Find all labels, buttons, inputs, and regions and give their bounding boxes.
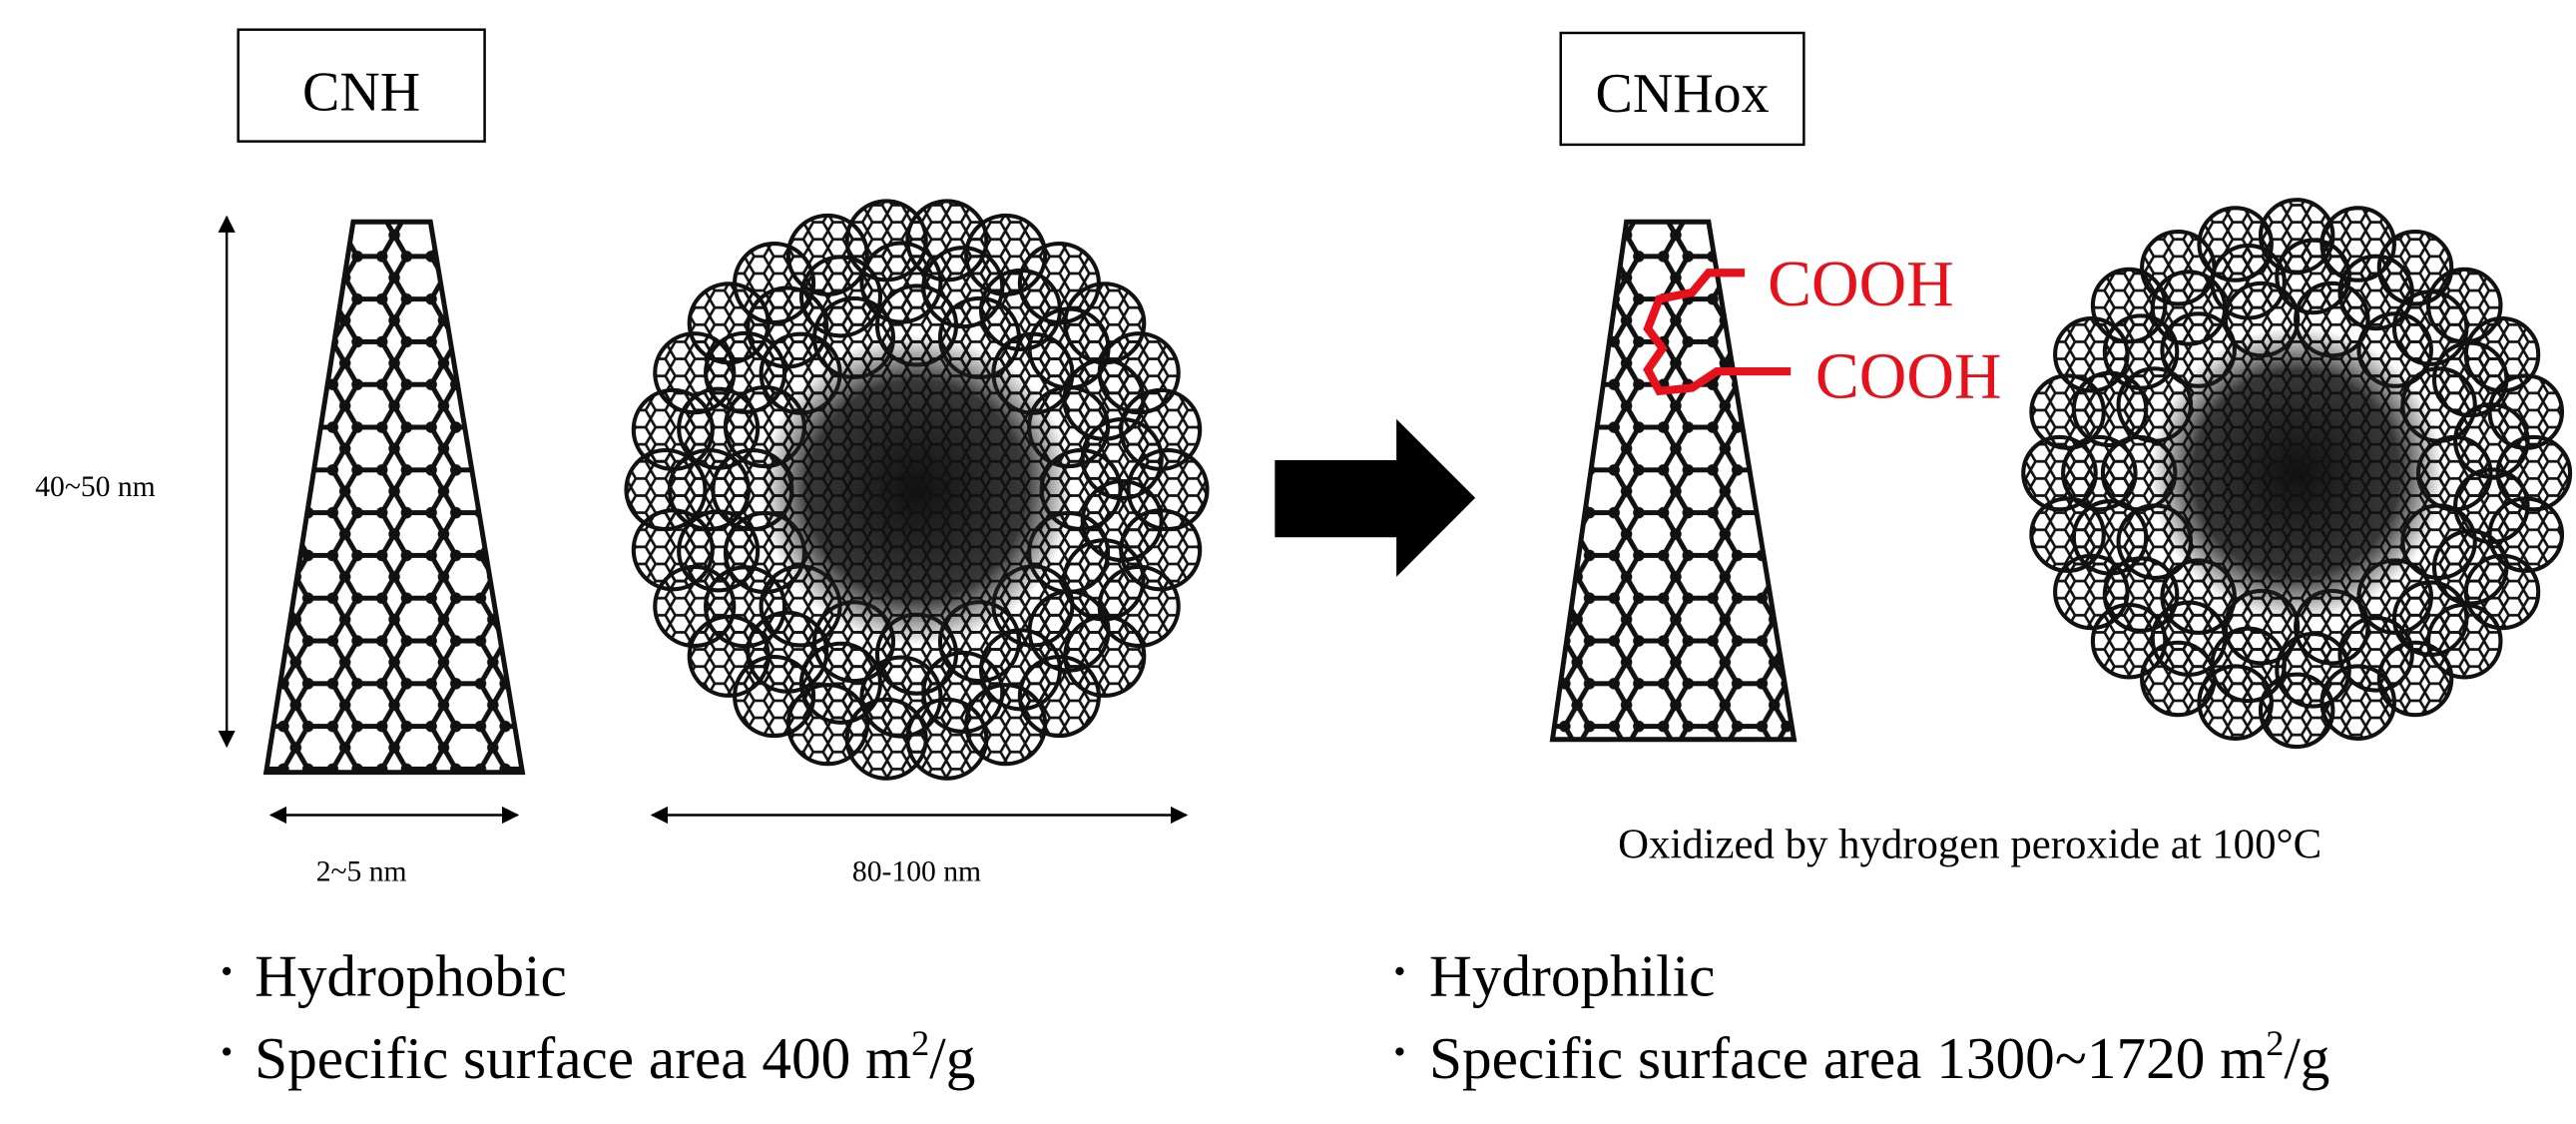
bullet-text: Specific surface area 400 m2/g: [255, 1023, 975, 1091]
label-box: [1559, 31, 1805, 147]
dimension-label: 2~5 nm: [316, 855, 407, 887]
dimension-label: 80-100 nm: [852, 855, 981, 887]
text: Specific surface area 1300~1720 m: [1429, 1025, 2266, 1091]
process-arrow: [1275, 418, 1476, 577]
label: CNH: [302, 61, 420, 123]
superscript: 2: [911, 1023, 929, 1063]
label-box: [237, 28, 486, 143]
aggregate: [624, 199, 1210, 781]
bullet: [223, 1047, 232, 1056]
bullet: [1395, 1047, 1404, 1056]
caption: Oxidized by hydrogen peroxide at 100°C: [1618, 821, 2321, 867]
lattice: [761, 333, 1073, 646]
lattice: [2150, 326, 2443, 620]
text: /g: [929, 1025, 975, 1091]
aggregate: [2021, 198, 2573, 750]
label: CNHox: [1596, 63, 1770, 125]
nanohorn: [262, 219, 526, 776]
functional-group: COOH: [1815, 339, 2002, 412]
bullet-text: Specific surface area 1300~1720 m2/g: [1429, 1023, 2329, 1091]
text: Specific surface area 400 m: [255, 1025, 911, 1091]
nanohorn: [1549, 219, 1798, 743]
bullet: [1395, 966, 1404, 975]
text: /g: [2284, 1025, 2329, 1091]
superscript: 2: [2266, 1023, 2284, 1063]
dimension-label: 40~50 nm: [35, 471, 155, 503]
functional-bond: [1643, 269, 1792, 396]
bullet: [223, 966, 232, 975]
bullet-text: Hydrophobic: [255, 943, 567, 1009]
bullet-text: Hydrophilic: [1429, 943, 1715, 1009]
functional-group: COOH: [1768, 248, 1954, 320]
